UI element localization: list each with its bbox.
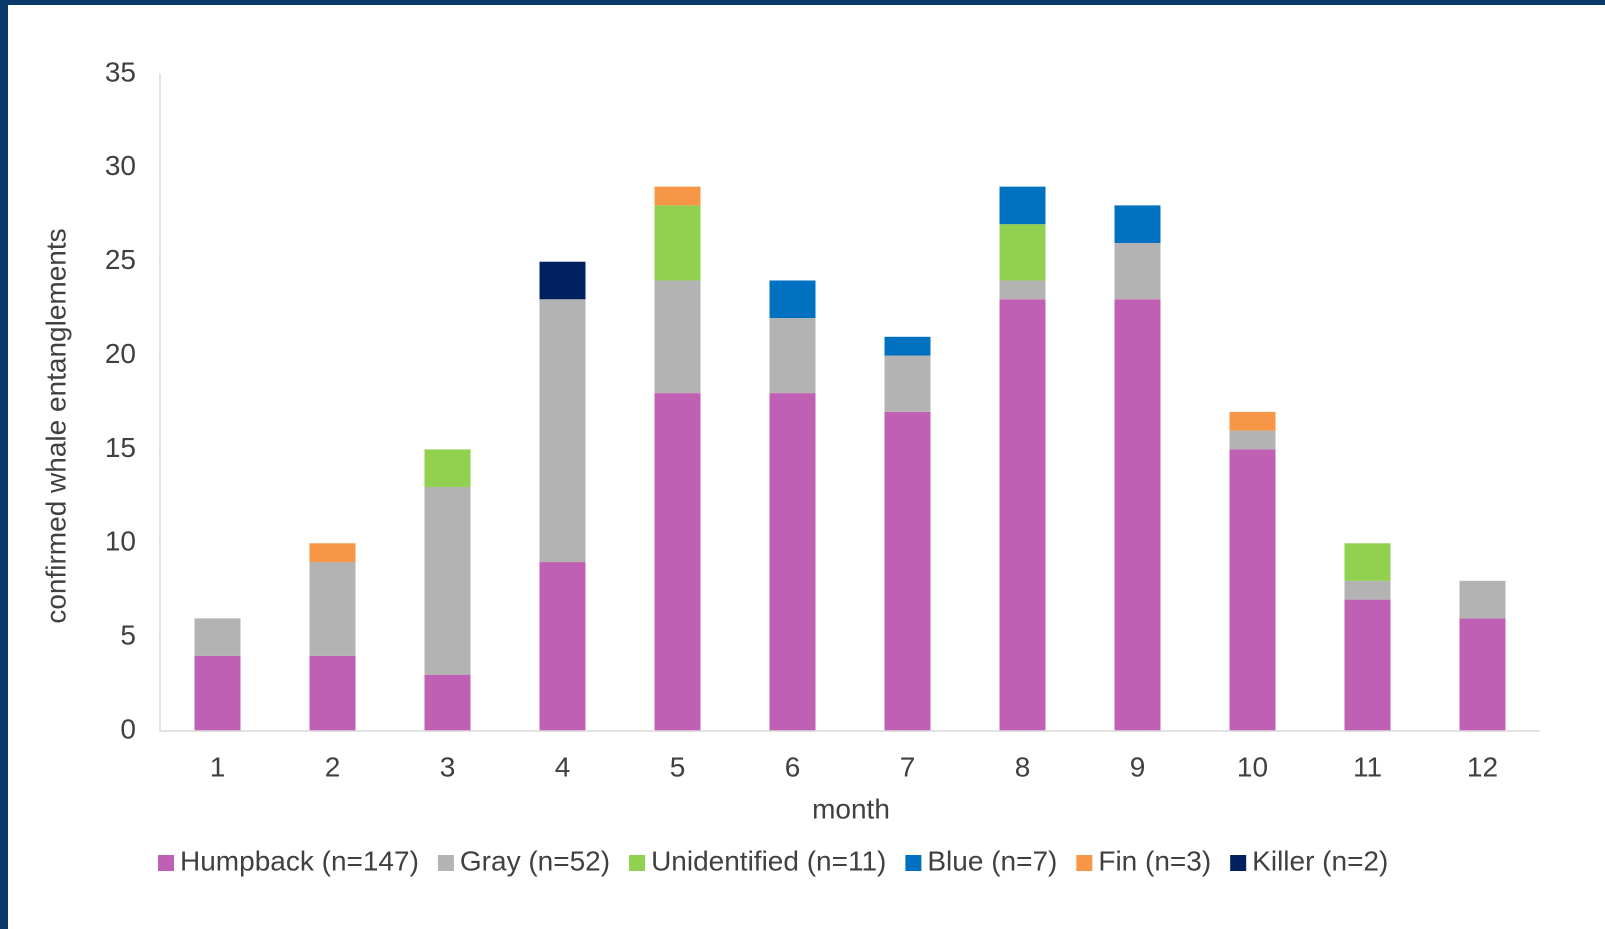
bar-segment	[999, 224, 1046, 281]
bar-segment	[1114, 205, 1161, 243]
bar-segment	[424, 674, 471, 731]
bar-segment	[194, 655, 241, 731]
bar-segment	[999, 299, 1046, 731]
x-tick-label: 1	[210, 751, 226, 782]
bar-segment	[309, 562, 356, 656]
legend-label: Killer (n=2)	[1252, 845, 1388, 876]
bar-segment	[884, 336, 931, 356]
legend-label: Blue (n=7)	[927, 845, 1057, 876]
bar-segment	[309, 543, 356, 563]
y-tick-label: 10	[105, 526, 136, 557]
bar-segment	[1344, 599, 1391, 731]
bar-segment	[1344, 543, 1391, 581]
bar-segment	[309, 655, 356, 731]
x-tick-label: 2	[325, 751, 341, 782]
bar-segment	[1459, 618, 1506, 731]
x-tick-label: 3	[440, 751, 456, 782]
y-axis-label: confirmed whale entanglements	[40, 228, 71, 623]
bar-segment	[654, 205, 701, 281]
legend-swatch	[905, 855, 922, 871]
x-tick-label: 6	[785, 751, 801, 782]
x-tick-label: 12	[1467, 751, 1498, 782]
bar-segment	[1229, 430, 1276, 450]
bar-segment	[539, 562, 586, 731]
y-tick-label: 5	[120, 620, 136, 651]
bar-segment	[654, 186, 701, 206]
bar-segment	[769, 280, 816, 319]
frame-left	[0, 0, 8, 929]
y-tick-label: 0	[120, 713, 136, 744]
x-tick-label: 8	[1015, 751, 1031, 782]
legend-swatch	[437, 855, 454, 871]
y-tick-label: 30	[105, 150, 136, 181]
legend-label: Fin (n=3)	[1098, 845, 1211, 876]
bar-segment	[539, 261, 586, 300]
x-tick-label: 7	[900, 751, 916, 782]
bar-segment	[769, 318, 816, 394]
bar-segment	[999, 186, 1046, 225]
bar-segment	[1459, 580, 1506, 619]
bar-segment	[1114, 242, 1161, 300]
legend-label: Unidentified (n=11)	[651, 845, 886, 876]
bar-segment	[654, 280, 701, 394]
bar-segment	[1114, 299, 1161, 731]
y-tick-label: 25	[105, 244, 136, 275]
bar-segment	[424, 486, 471, 675]
legend-label: Gray (n=52)	[460, 845, 610, 876]
bar-segment	[654, 393, 701, 731]
x-tick-label: 10	[1237, 751, 1268, 782]
bar-segment	[884, 411, 931, 731]
bar-segment	[1229, 411, 1276, 431]
bar-segment	[424, 449, 471, 487]
x-tick-label: 4	[555, 751, 571, 782]
bar-segment	[769, 393, 816, 731]
y-tick-label: 35	[105, 56, 136, 87]
frame-top	[0, 0, 1605, 5]
bar-segment	[999, 280, 1046, 300]
legend-swatch	[158, 855, 174, 871]
bar-segment	[539, 299, 586, 563]
bar-segment	[1229, 449, 1276, 731]
legend-swatch	[1076, 855, 1093, 871]
x-tick-label: 9	[1130, 751, 1146, 782]
bar-segment	[884, 355, 931, 412]
x-tick-label: 5	[670, 751, 686, 782]
bar-segment	[194, 618, 241, 656]
y-tick-label: 15	[105, 432, 136, 463]
y-tick-label: 20	[105, 338, 136, 369]
bar-segment	[1344, 580, 1391, 600]
x-tick-label: 11	[1353, 751, 1382, 782]
x-axis-label: month	[812, 793, 890, 824]
legend-label: Humpback (n=147)	[180, 845, 419, 876]
legend-swatch	[629, 855, 646, 871]
legend-swatch	[1230, 855, 1247, 871]
